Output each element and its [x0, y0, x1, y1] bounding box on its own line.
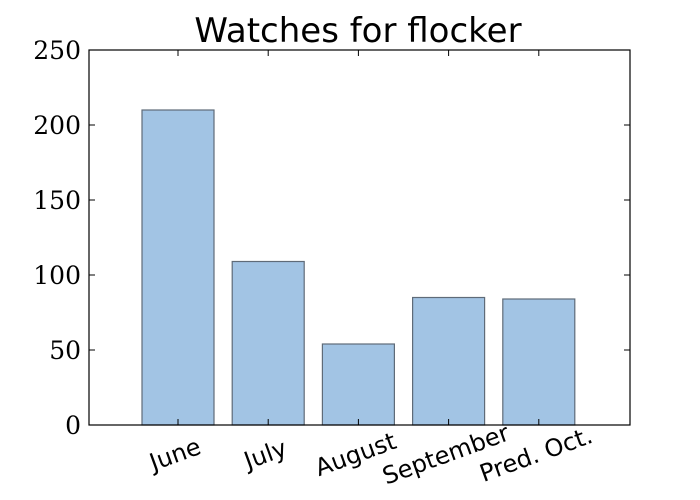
- bar-july: [231, 260, 305, 426]
- y-tick-label: 50: [49, 336, 81, 365]
- plot-area-frame: [88, 49, 631, 426]
- y-axis-tick-labels: 0 50 100 150 200 250: [33, 36, 81, 440]
- y-tick-label: 150: [33, 186, 81, 215]
- chart-title: Watches for flocker: [194, 11, 521, 51]
- y-tick-label: 100: [33, 261, 81, 290]
- bar-june: [141, 109, 215, 426]
- bar-august: [321, 343, 395, 426]
- bars-layer: [141, 109, 576, 426]
- x-tick-label: July: [239, 434, 291, 476]
- bar-pred-oct: [502, 298, 576, 426]
- y-tick-label: 0: [65, 411, 81, 440]
- bar-september: [412, 296, 486, 426]
- x-tick-label: June: [144, 432, 205, 477]
- y-tick-label: 200: [33, 111, 81, 140]
- y-tick-label: 250: [33, 36, 81, 65]
